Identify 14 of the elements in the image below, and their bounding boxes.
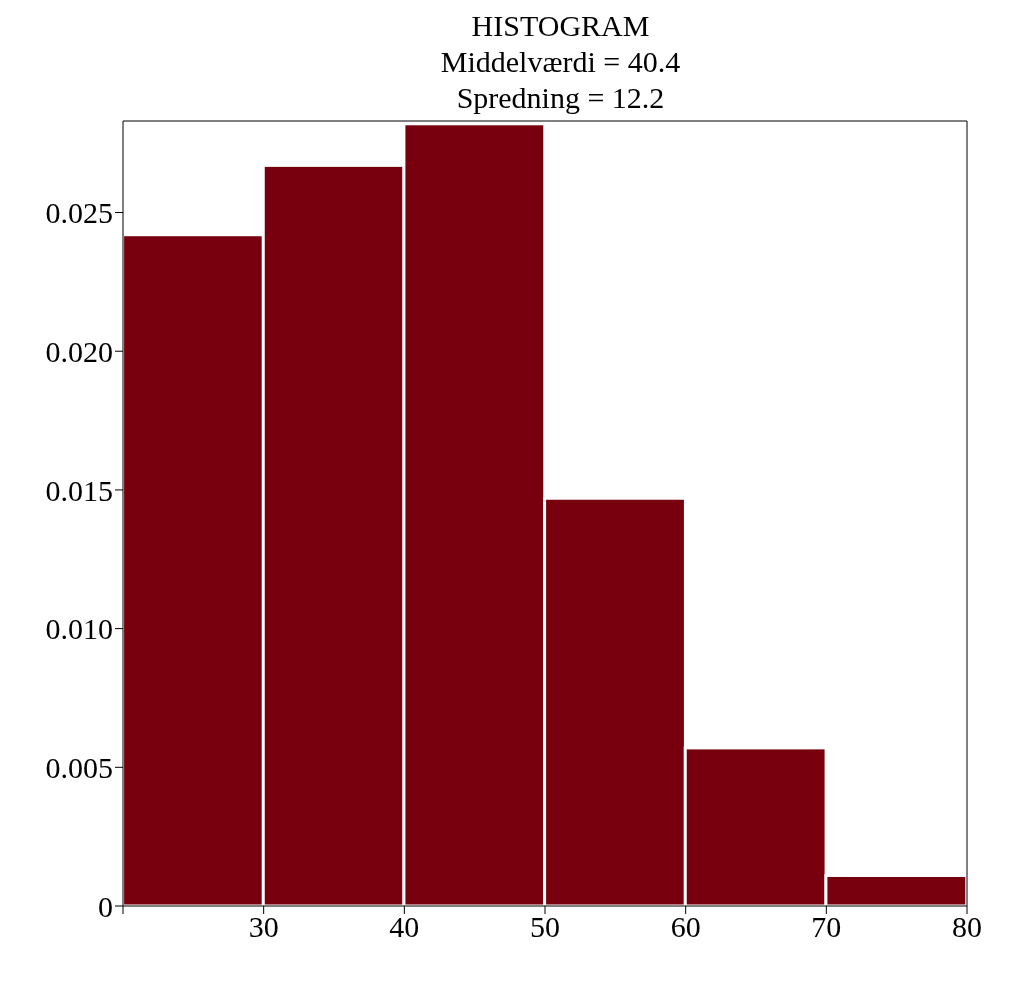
chart-title: HISTOGRAM [470,8,651,44]
y-tick-label: 0.025 [45,196,113,230]
x-tick-label: 40 [389,910,420,944]
y-tick-label: 0.020 [45,334,113,368]
y-tick-label: 0 [98,889,113,923]
y-tick-label: 0.005 [45,750,113,784]
x-tick-label: 60 [670,910,701,944]
y-tick-label: 0.010 [45,612,113,646]
x-tick-label: 80 [952,910,982,944]
y-tick-label: 0.015 [45,473,113,507]
x-tick-label: 70 [811,910,842,944]
x-tick-label: 30 [248,910,279,944]
x-tick-label: 50 [530,910,560,944]
chart-subtitle: Middelværdi = 40.4 Spredning = 12.2 [439,44,682,116]
